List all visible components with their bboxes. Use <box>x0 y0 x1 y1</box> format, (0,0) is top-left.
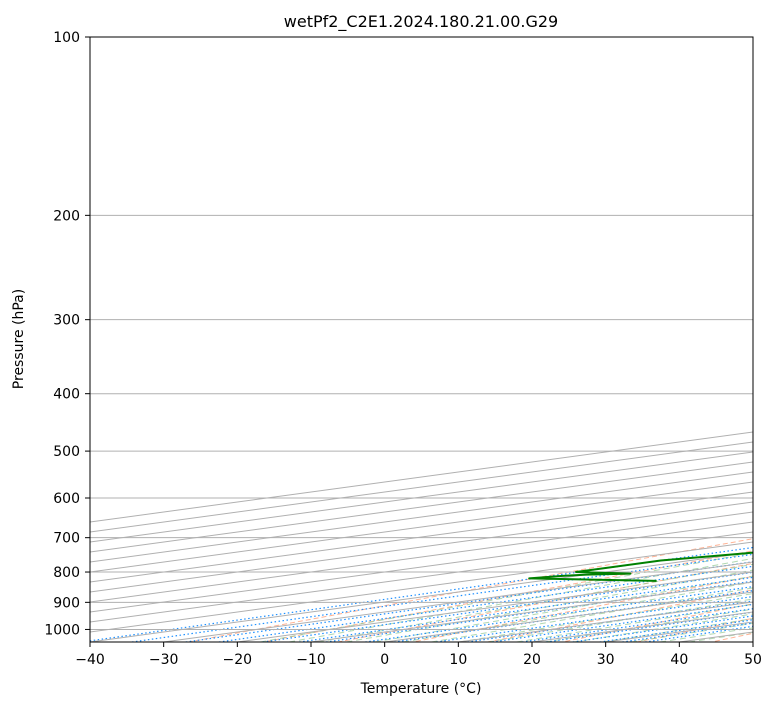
moist-adiabat-line <box>346 569 753 642</box>
y-tick-label: 700 <box>53 531 80 547</box>
moist-adiabat-line <box>374 575 753 642</box>
mixing-ratio-line <box>90 546 753 642</box>
dry-adiabat-line <box>711 632 753 642</box>
profiles: 0 <box>528 551 753 582</box>
y-tick-label: 800 <box>53 565 80 581</box>
moist-adiabat-line <box>487 598 753 642</box>
moist-adiabat-line <box>431 587 753 642</box>
isotherm-line <box>310 581 753 642</box>
isotherm-line <box>90 501 753 593</box>
moist-adiabat-line <box>660 627 753 642</box>
isotherm-line <box>90 521 753 613</box>
isotherm-line <box>90 511 753 603</box>
y-axis-label: Pressure (hPa) <box>11 289 27 389</box>
isotherm-line <box>90 471 753 563</box>
isotherm-line <box>531 611 753 642</box>
y-tick-label: 600 <box>53 491 80 507</box>
axes: −40 −30 −20 −10 0 10 20 30 40 50 100 200 300 400 500 60… <box>44 30 762 668</box>
moist-adiabat-line <box>403 581 753 642</box>
dewpoint-profile <box>528 551 753 582</box>
isotherm-line <box>752 641 753 642</box>
y-tick-label: 1000 <box>44 622 80 638</box>
y-tick-label: 500 <box>53 444 80 460</box>
y-tick-label: 400 <box>53 387 80 403</box>
x-axis-label: Temperature (°C) <box>360 681 482 697</box>
isotherm-line <box>90 491 753 583</box>
x-tick-label: −30 <box>149 652 179 668</box>
moist-adiabat-line <box>516 603 753 642</box>
background-lines <box>90 37 753 642</box>
isotherm-line <box>90 461 753 553</box>
mixing-ratio-line <box>492 603 753 642</box>
x-tick-label: 50 <box>744 652 762 668</box>
y-tick-label: 200 <box>53 208 80 224</box>
x-tick-label: −40 <box>75 652 105 668</box>
moist-adiabat-line <box>317 563 753 642</box>
dry-adiabat-line <box>562 603 753 642</box>
isotherm-line <box>384 591 753 642</box>
isotherm-line <box>679 631 753 642</box>
x-tick-label: 0 <box>380 652 389 668</box>
chart-title: wetPf2_C2E1.2024.180.21.00.G29 <box>284 12 558 32</box>
dry-adiabat-line <box>412 575 753 642</box>
dry-adiabat-line <box>338 562 753 642</box>
mixing-ratio-line <box>365 585 753 642</box>
moist-adiabat-line <box>289 557 753 642</box>
y-tick-label: 900 <box>53 595 80 611</box>
dry-adiabat-line <box>487 589 753 642</box>
mixing-ratio-line <box>326 580 753 642</box>
x-tick-label: −10 <box>296 652 326 668</box>
moist-adiabat-line <box>260 552 753 642</box>
x-tick-label: 40 <box>670 652 688 668</box>
x-tick-label: 30 <box>597 652 615 668</box>
y-tick-label: 100 <box>53 30 80 46</box>
x-tick-label: 20 <box>523 652 541 668</box>
moist-adiabat-line <box>573 613 753 642</box>
moist-adiabat-line <box>544 608 753 642</box>
x-tick-label: 10 <box>449 652 467 668</box>
dry-adiabat-line <box>636 617 753 642</box>
isotherm-line <box>90 481 753 573</box>
isotherm-line <box>90 531 753 623</box>
isotherm-line <box>90 541 753 633</box>
isotherm-line <box>90 551 753 642</box>
plot-frame <box>89 36 754 643</box>
moist-adiabat-line <box>689 631 753 642</box>
dry-adiabat-line <box>263 550 753 642</box>
x-tick-label: −20 <box>223 652 253 668</box>
isotherm-line <box>90 451 753 543</box>
y-tick-label: 300 <box>53 313 80 329</box>
mixing-ratio-line <box>299 576 753 642</box>
